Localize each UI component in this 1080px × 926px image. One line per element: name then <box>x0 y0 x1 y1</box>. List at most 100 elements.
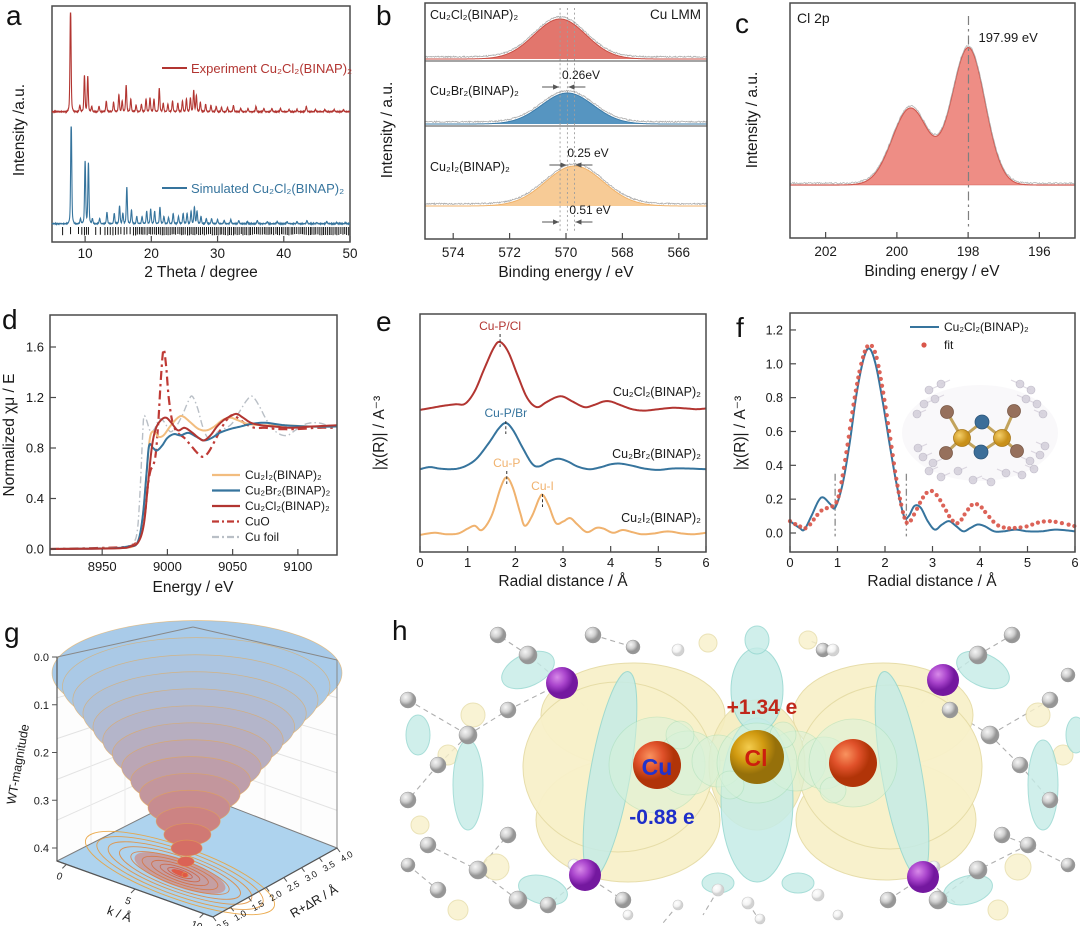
r-tick-label: 1.0 <box>232 908 248 923</box>
x-tick-label: 5 <box>1024 555 1031 570</box>
cu-atom-left <box>633 741 681 789</box>
x-tick-label: 20 <box>144 246 159 261</box>
x-tick-label: 0 <box>786 555 793 570</box>
shift-annotation: 0.25 eV <box>567 146 608 160</box>
peak-assignment-label: Cu-P/Cl <box>479 319 521 333</box>
x-tick-label: 50 <box>342 246 357 261</box>
y-tick-label: 1.2 <box>766 323 783 337</box>
panel-letter-h: h <box>392 615 408 646</box>
phosphorus-atom <box>927 664 959 696</box>
x-tick-label: 2 <box>512 555 519 570</box>
panel-letter-b: b <box>376 0 392 31</box>
series-name-label: Cu₂I₂(BINAP)₂ <box>621 511 701 525</box>
panel-a-xrd: a Experiment Cu₂Cl₂(BINAP)₂ Simulated Cu₂… <box>0 0 370 300</box>
y-tick-label: 0.8 <box>26 441 44 456</box>
r-tick-label: 3.5 <box>321 859 337 874</box>
x-tick-label: 198 <box>957 244 980 259</box>
y-tick-label: 0.2 <box>766 493 783 507</box>
y-axis-title: Intensity / a.u. <box>379 82 396 179</box>
z-axis-title: WT-magnitude <box>4 723 32 806</box>
x-tick-label: 1 <box>834 555 841 570</box>
y-axis-title: |χ(R)| / A⁻³ <box>371 396 388 470</box>
r-tick-label: 2.5 <box>285 879 301 894</box>
xanes-curve <box>49 421 338 550</box>
y-tick-label: 1.2 <box>26 390 44 405</box>
x-tick-label: 6 <box>702 555 709 570</box>
y-axis-title: Intensity / a.u. <box>744 72 761 169</box>
xanes-chart: 0.0 0.4 0.8 1.2 1.6 8950 9000 9050 9100 Cu₂I₂(BIN… <box>1 314 338 596</box>
x-tick-label: 3 <box>929 555 936 570</box>
legend-entry: Cu₂I₂(BINAP)₂ <box>245 468 322 482</box>
panel-letter-c: c <box>735 8 749 39</box>
r-tick-label: 3.0 <box>303 869 319 884</box>
fit-dotted-curve <box>787 343 1077 531</box>
xanes-curve <box>49 412 338 550</box>
auger-spectrum-fill <box>425 93 707 124</box>
spectrum-name-label: Cu₂I₂(BINAP)₂ <box>430 160 510 174</box>
exafs-curve <box>419 421 707 471</box>
panel-letter-e: e <box>376 306 392 337</box>
x-tick-label: 10 <box>78 246 93 261</box>
y-tick-label: 0.8 <box>766 391 783 405</box>
xanes-curve <box>49 395 338 550</box>
x-tick-label: 40 <box>276 246 291 261</box>
panel-b-cu-lmm: b Cu₂Cl₂(BINAP)₂ Cu₂Br₂(BINAP)₂ Cu₂I₂(BINA… <box>370 0 715 300</box>
x-axis-title: Radial distance / Å <box>498 573 628 590</box>
phosphorus-atom <box>569 859 601 891</box>
legend-entry: fit <box>944 338 954 352</box>
x-tick-label: 2 <box>881 555 888 570</box>
charge-density-art: Cu Cl +1.34 e -0.88 e <box>399 625 1080 925</box>
legend-entry: Cu₂Br₂(BINAP)₂ <box>245 484 331 498</box>
legend-simulated: Simulated Cu₂Cl₂(BINAP)₂ <box>191 181 344 196</box>
y-tick-label: 0.0 <box>766 527 783 541</box>
xrd-simulated-curve <box>51 126 351 226</box>
panel-c-cl2p: c Cl 2p 197.99 eV 202 200 198 196 Binding ener… <box>715 0 1080 300</box>
cl-atom <box>730 730 784 784</box>
exafs-fit-chart: 0.0 0.2 0.4 0.6 0.8 1.0 1.2 0 1 2 3 4 5 6 Cu₂Cl₂(BINAP… <box>732 312 1079 590</box>
panel-h-charge-density: h Cu Cl +1.34 e -0.88 e <box>378 615 1080 926</box>
peak-assignment-label: Cu-P/Br <box>484 406 527 420</box>
shift-annotation: 0.26eV <box>562 68 600 82</box>
x-tick-label: 5 <box>655 555 662 570</box>
cl2p-spectrum-fill <box>790 47 1075 185</box>
x-tick-label: 200 <box>886 244 909 259</box>
peak-assignment-label: Cu-P <box>493 456 520 470</box>
x-axis-title: Energy / eV <box>153 579 235 596</box>
x-tick-label: 3 <box>559 555 566 570</box>
cl-atom-label: Cl <box>745 745 768 771</box>
series-name-label: Cu₂Cl₂(BINAP)₂ <box>613 385 701 399</box>
x-axis-title: Binding energy / eV <box>864 263 1000 280</box>
exafs-chart: Cu₂Cl₂(BINAP)₂ Cu-P/Cl Cu₂Br₂(BINAP)₂ Cu-P/… <box>371 313 710 590</box>
x-axis-title: Radial distance / Å <box>867 573 997 590</box>
shift-annotation: 0.51 eV <box>569 203 610 217</box>
k-tick-label: 10 <box>189 919 204 926</box>
legend-entry: Cu foil <box>245 530 279 544</box>
z-tick-label: 0.4 <box>34 843 49 855</box>
x-tick-label: 566 <box>668 245 691 260</box>
k-axis-title: k / Å <box>105 902 134 925</box>
xanes-curve <box>49 347 338 551</box>
panel-letter-f: f <box>736 312 744 343</box>
y-axis-title: Normalized χμ / E <box>1 373 18 496</box>
corner-label: Cu LMM <box>650 7 701 22</box>
x-axis-title: Binding energy / eV <box>498 264 634 281</box>
z-tick-label: 0.0 <box>34 652 49 664</box>
corner-label: Cl 2p <box>797 10 830 26</box>
x-axis-title: 2 Theta / degree <box>144 264 257 281</box>
y-axis-title: Intensity /a.u. <box>11 84 28 176</box>
panel-letter-a: a <box>6 0 22 31</box>
positive-charge-label: +1.34 e <box>727 696 798 719</box>
x-tick-label: 6 <box>1071 555 1078 570</box>
xrd-chart: Experiment Cu₂Cl₂(BINAP)₂ Simulated Cu₂Cl… <box>11 5 358 281</box>
negative-charge-label: -0.88 e <box>629 806 694 829</box>
legend-entry: CuO <box>245 515 270 529</box>
x-tick-label: 30 <box>210 246 225 261</box>
k-tick-label: 5 <box>123 896 132 908</box>
peak-energy-annotation: 197.99 eV <box>978 30 1038 45</box>
exafs-curve <box>419 476 707 536</box>
panel-letter-g: g <box>4 617 20 648</box>
r-tick-label: 2.0 <box>268 888 284 903</box>
phosphorus-atom <box>907 861 939 893</box>
panel-d-xanes: d 0.0 0.4 0.8 1.2 1.6 8950 9000 9050 9100 Cu₂I₂(B… <box>0 300 370 615</box>
